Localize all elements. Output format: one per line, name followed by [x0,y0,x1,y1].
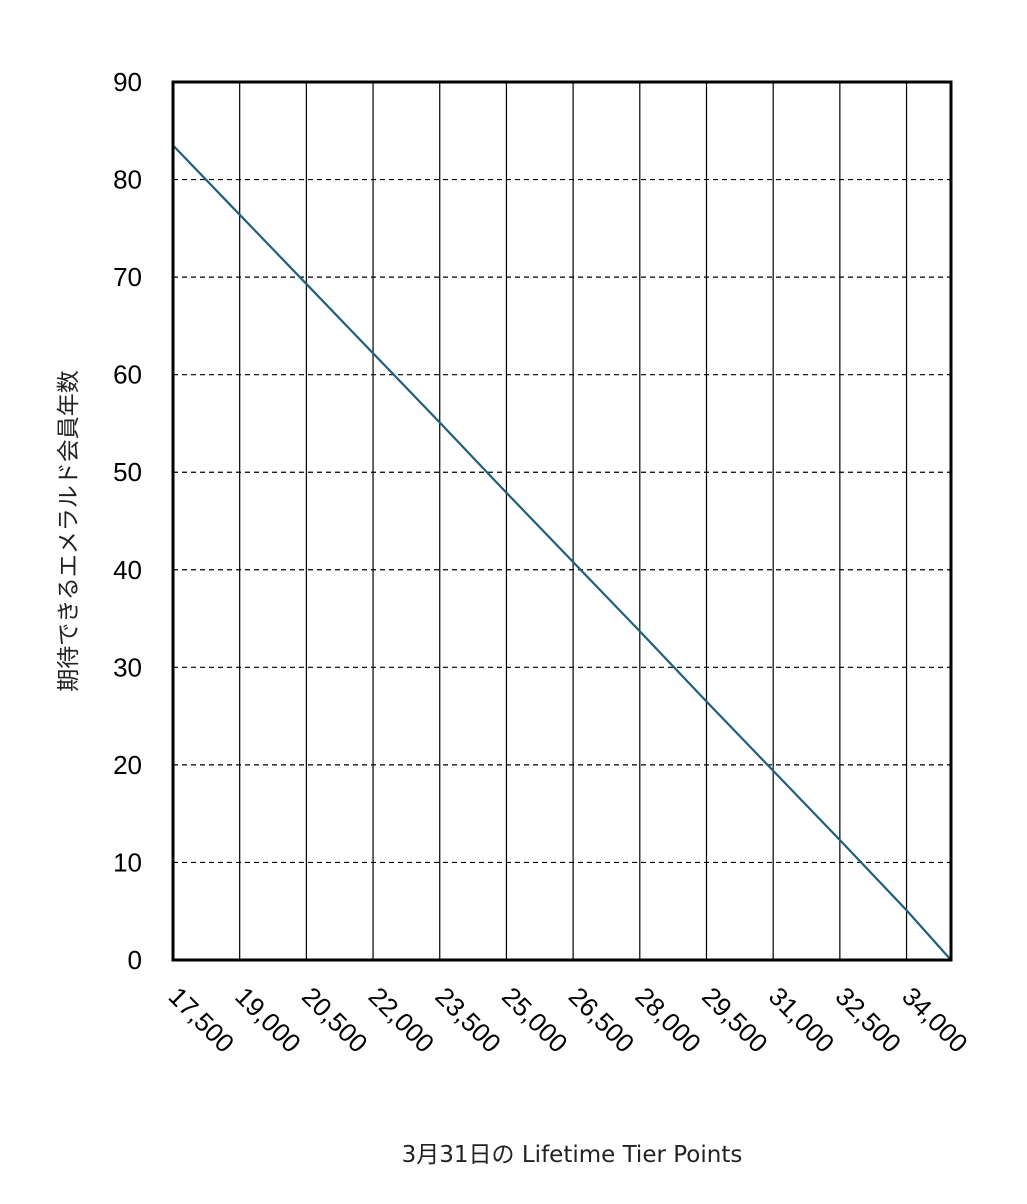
plot-frame [171,80,953,962]
y-tick-label: 40 [113,555,142,585]
y-tick-label: 60 [113,360,142,390]
y-tick-label: 70 [113,262,142,292]
x-tick-label: 17,500 [163,981,240,1058]
x-tick-label: 31,000 [763,981,840,1058]
x-tick-label: 28,000 [630,981,707,1058]
series-line [172,144,952,961]
x-gridlines [239,82,908,960]
y-tick-label: 0 [128,945,142,975]
x-tick-label: 26,500 [563,981,640,1058]
x-tick-label: 23,500 [430,981,507,1058]
x-tick-label: 19,000 [229,981,306,1058]
y-tick-label: 50 [113,457,142,487]
y-tick-label: 30 [113,652,142,682]
series-layer [172,144,952,961]
x-tick-label: 32,500 [830,981,907,1058]
y-gridlines [173,178,951,864]
y-tick-label: 20 [113,750,142,780]
y-axis-label: 期待できるエメラルド会員年数 [56,370,82,692]
x-tick-label: 25,000 [496,981,573,1058]
x-tick-label: 20,500 [296,981,373,1058]
x-tick-labels: 17,50019,00020,50022,00023,50025,00026,5… [163,981,974,1058]
y-tick-label: 80 [113,165,142,195]
x-tick-label: 34,000 [896,981,973,1058]
y-tick-labels: 0 10 20 30 40 50 60 70 80 90 [113,67,142,975]
x-tick-label: 29,500 [696,981,773,1058]
y-tick-label: 90 [113,67,142,97]
x-tick-label: 22,000 [363,981,440,1058]
x-axis-label: 3月31日の Lifetime Tier Points [402,1142,743,1168]
y-tick-label: 10 [113,847,142,877]
